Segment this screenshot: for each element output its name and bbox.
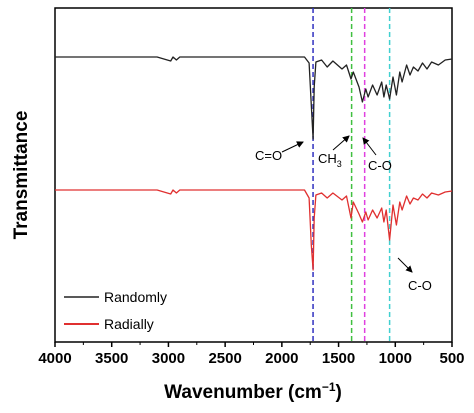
y-axis-title: Transmittance [11, 111, 32, 240]
x-tick-label-1500: 1500 [322, 350, 355, 367]
x-tick-label-2000: 2000 [265, 350, 298, 367]
series-lines [55, 56, 453, 271]
x-axis-title-end: ) [336, 382, 342, 403]
x-axis-title: Wavenumber (cm−1) [164, 380, 342, 403]
series-line-radially [55, 189, 453, 271]
legend-label-randomly: Randomly [104, 289, 167, 305]
annotation-carbonyl-text: C=O [255, 148, 282, 163]
annotation-methyl: CH3 [318, 151, 342, 169]
reference-lines [312, 8, 391, 342]
annotation-co-1-arrow [362, 137, 377, 156]
annotation-methyl-arrow [332, 135, 350, 151]
annotation-co-1: C-O [368, 158, 392, 173]
legend-label-radially: Radially [104, 316, 154, 332]
x-axis-title-sup: −1 [322, 380, 336, 394]
x-tick-label-3000: 3000 [152, 350, 185, 367]
annotation-co-1-text: C-O [368, 158, 392, 173]
x-tick-label-4000: 4000 [38, 350, 71, 367]
x-tick-label-3500: 3500 [95, 350, 128, 367]
x-tick-label-1000: 1000 [379, 350, 412, 367]
peak-annotations: C=O CH3 C-O C-O [255, 135, 432, 293]
annotation-co-2: C-O [408, 278, 432, 293]
x-tick-label-2500: 2500 [208, 350, 241, 367]
annotation-methyl-sub: 3 [337, 159, 342, 169]
legend: Randomly Radially [64, 289, 167, 332]
annotation-co-2-text: C-O [408, 278, 432, 293]
x-axis-ticks: 4000 3500 3000 2500 2000 1500 1000 500 [38, 342, 465, 367]
annotation-co-2-arrow [397, 257, 413, 273]
annotation-carbonyl: C=O [255, 148, 282, 163]
x-tick-label-500: 500 [439, 350, 464, 367]
series-line-randomly [55, 56, 453, 140]
annotation-carbonyl-arrow [281, 141, 304, 153]
annotation-methyl-text: CH [318, 151, 337, 166]
x-axis-title-main: Wavenumber (cm [164, 382, 322, 403]
